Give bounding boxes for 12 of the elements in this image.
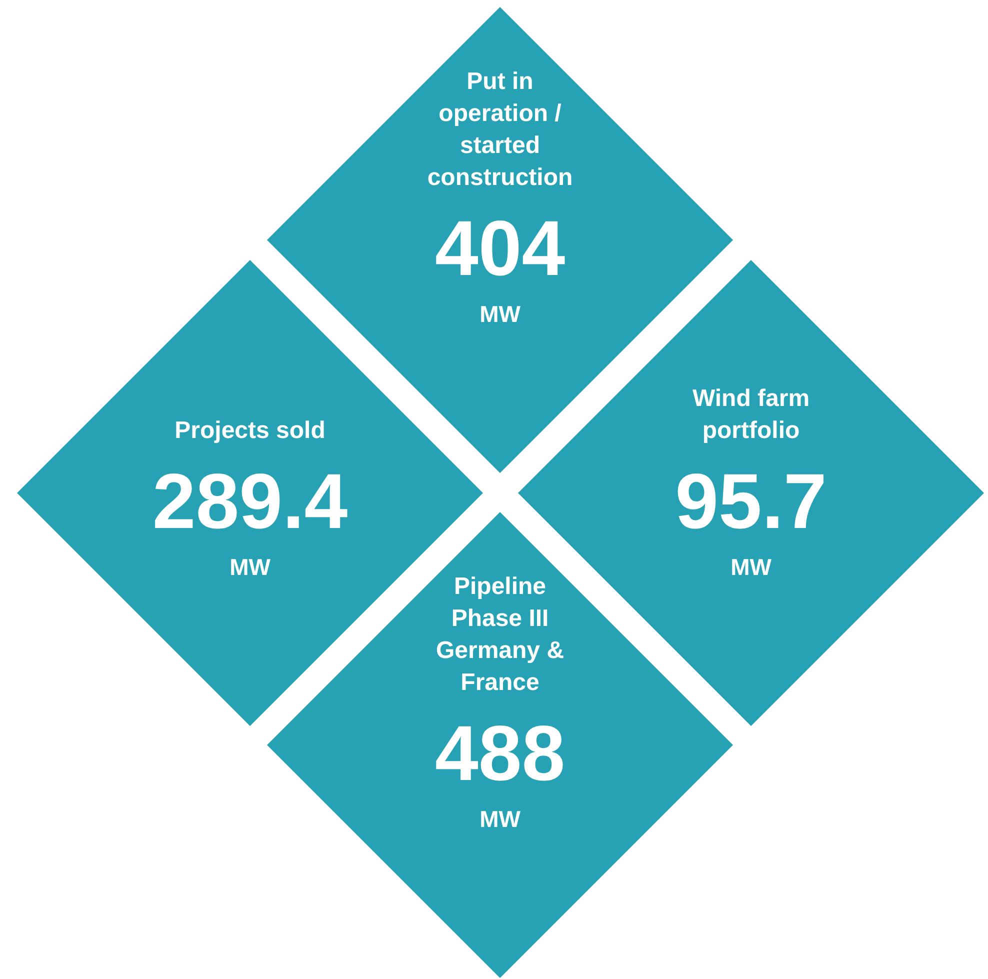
data-label: 95.7: [675, 457, 827, 545]
text: MW: [480, 301, 521, 327]
category-label: Pipeline Phase III Germany & France: [436, 573, 564, 696]
category-label: Put in operation / started construction: [427, 68, 573, 191]
data-label: 488: [434, 709, 566, 797]
category-label: Projects sold: [174, 417, 326, 444]
data-label: 404: [434, 204, 566, 292]
category-label: Wind farm portfolio: [692, 385, 810, 444]
text: MW: [230, 554, 271, 580]
data-label: 289.4: [152, 457, 348, 545]
text: MW: [480, 806, 521, 832]
text: MW: [730, 554, 772, 580]
